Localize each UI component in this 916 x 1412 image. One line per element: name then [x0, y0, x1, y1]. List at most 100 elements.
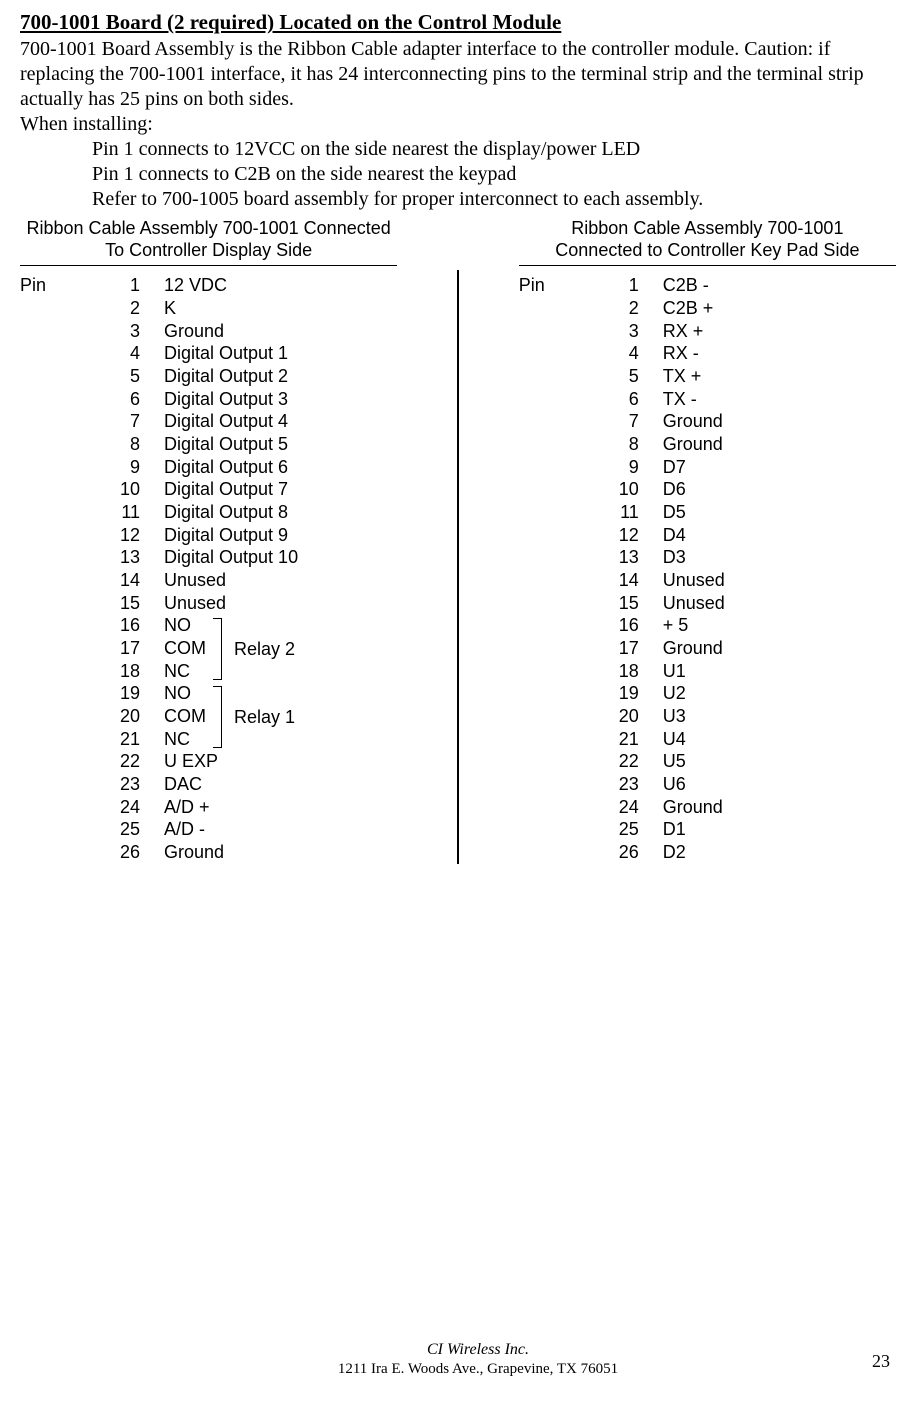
pin-description: Unused [663, 592, 896, 615]
pin-label-cell [20, 388, 90, 411]
pin-number: 13 [589, 546, 663, 569]
pin-description: D3 [663, 546, 896, 569]
pin-row: 20U3 [519, 705, 896, 728]
pin-row: 10D6 [519, 478, 896, 501]
pin-label-cell [519, 388, 589, 411]
pin-label-cell: Pin [20, 274, 90, 297]
pin-row: 16NO [20, 614, 397, 637]
pin-number: 22 [90, 750, 164, 773]
pin-description: A/D + [164, 796, 397, 819]
pin-label-cell [20, 705, 90, 728]
pin-number: 8 [589, 433, 663, 456]
left-header-line2: To Controller Display Side [105, 240, 312, 260]
pin-number: 19 [90, 682, 164, 705]
pin-row: Pin1C2B - [519, 274, 896, 297]
pin-label-cell [519, 546, 589, 569]
pin-label-cell [519, 433, 589, 456]
pin-row: 6Digital Output 3 [20, 388, 397, 411]
pin-row: 18U1 [519, 660, 896, 683]
pin-description: Digital Output 6 [164, 456, 397, 479]
pin-label-cell [519, 320, 589, 343]
pin-number: 12 [90, 524, 164, 547]
pin-row: 17COM [20, 637, 397, 660]
page-footer: CI Wireless Inc. 1211 Ira E. Woods Ave.,… [20, 1340, 916, 1378]
pin-row: 19NO [20, 682, 397, 705]
pin-description: Unused [663, 569, 896, 592]
pin-number: 15 [589, 592, 663, 615]
left-column-header: Ribbon Cable Assembly 700-1001 Connected… [20, 218, 397, 261]
pin-row: 7Ground [519, 410, 896, 433]
pin-number: 2 [90, 297, 164, 320]
pin-description: U2 [663, 682, 896, 705]
pin-label-cell [20, 773, 90, 796]
pin-label-cell [20, 660, 90, 683]
page-number: 23 [872, 1351, 890, 1372]
pin-label-cell [519, 660, 589, 683]
pin-description: DAC [164, 773, 397, 796]
pin-description: Ground [663, 637, 896, 660]
pin-description: D1 [663, 818, 896, 841]
pin-label-cell [519, 728, 589, 751]
pin-description: Ground [164, 841, 397, 864]
pin-description: COM [164, 705, 397, 728]
pin-description: NO [164, 682, 397, 705]
pin-number: 21 [90, 728, 164, 751]
pin-label-cell [20, 592, 90, 615]
pin-number: 11 [90, 501, 164, 524]
pin-description: U4 [663, 728, 896, 751]
pin-description: Digital Output 9 [164, 524, 397, 547]
pin-label-cell [20, 728, 90, 751]
pin-number: 6 [589, 388, 663, 411]
pin-description: NO [164, 614, 397, 637]
pin-number: 20 [589, 705, 663, 728]
right-header-line2: Connected to Controller Key Pad Side [555, 240, 859, 260]
pin-row: 3RX + [519, 320, 896, 343]
pin-number: 9 [90, 456, 164, 479]
pin-description: TX + [663, 365, 896, 388]
pin-label-cell: Pin [519, 274, 589, 297]
pin-label-cell [20, 637, 90, 660]
pin-row: 15Unused [20, 592, 397, 615]
right-header-line1: Ribbon Cable Assembly 700-1001 [571, 218, 843, 238]
pin-number: 25 [589, 818, 663, 841]
pin-label-cell [20, 320, 90, 343]
left-header-rule [20, 265, 397, 266]
pin-row: 9Digital Output 6 [20, 456, 397, 479]
pin-number: 25 [90, 818, 164, 841]
pin-number: 3 [90, 320, 164, 343]
pin-label-cell [519, 637, 589, 660]
pin-row: 12Digital Output 9 [20, 524, 397, 547]
pin-number: 8 [90, 433, 164, 456]
pin-label-cell [519, 410, 589, 433]
pin-row: 5TX + [519, 365, 896, 388]
pin-description: D4 [663, 524, 896, 547]
pin-label-cell [519, 705, 589, 728]
pin-label-cell [20, 569, 90, 592]
pin-label-cell [519, 365, 589, 388]
pin-description: U6 [663, 773, 896, 796]
pin-description: K [164, 297, 397, 320]
pin-description: Digital Output 4 [164, 410, 397, 433]
pin-number: 14 [90, 569, 164, 592]
pin-label-cell [519, 297, 589, 320]
pin-description: Digital Output 2 [164, 365, 397, 388]
pin-row: 24Ground [519, 796, 896, 819]
pin-row: 8Digital Output 5 [20, 433, 397, 456]
pin-description: + 5 [663, 614, 896, 637]
pin-description: D2 [663, 841, 896, 864]
pin-number: 16 [589, 614, 663, 637]
pin-row: 2C2B + [519, 297, 896, 320]
pin-label-cell [519, 796, 589, 819]
pin-description: Ground [663, 410, 896, 433]
pin-label-cell [20, 750, 90, 773]
footer-address: 1211 Ira E. Woods Ave., Grapevine, TX 76… [338, 1361, 618, 1377]
pin-number: 23 [589, 773, 663, 796]
pin-number: 18 [589, 660, 663, 683]
pin-row: 26D2 [519, 841, 896, 864]
pin-row: 23U6 [519, 773, 896, 796]
pin-number: 10 [90, 478, 164, 501]
pin-number: 17 [90, 637, 164, 660]
pin-label-cell [519, 614, 589, 637]
pin-label-cell [519, 456, 589, 479]
pin-row: 26Ground [20, 841, 397, 864]
